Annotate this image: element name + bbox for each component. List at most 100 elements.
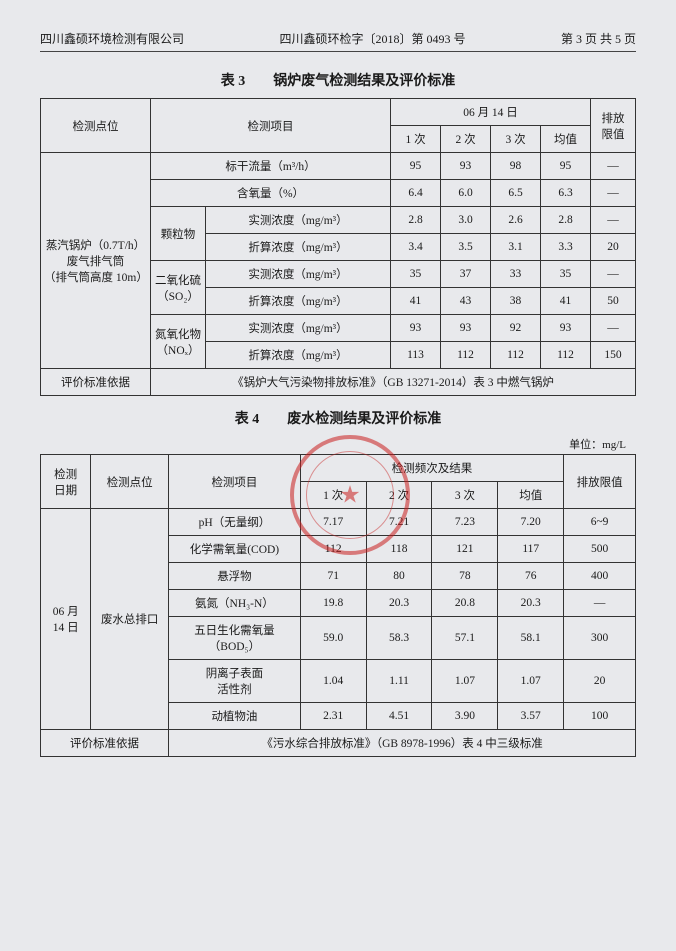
cell: 300	[564, 617, 636, 660]
table4-unit: 单位：mg/L	[40, 436, 626, 452]
col-t1: 1 次	[300, 482, 366, 509]
cell: 50	[591, 288, 636, 315]
cell: 100	[564, 703, 636, 730]
t3-basis-label: 评价标准依据	[41, 369, 151, 396]
cell: 2.6	[491, 207, 541, 234]
cell: 1.04	[300, 660, 366, 703]
cell: 6~9	[564, 509, 636, 536]
cell: 19.8	[300, 590, 366, 617]
cell: 118	[366, 536, 432, 563]
cell: 117	[498, 536, 564, 563]
cell: 76	[498, 563, 564, 590]
cell: 7.23	[432, 509, 498, 536]
cell: 41	[541, 288, 591, 315]
cell: 20	[564, 660, 636, 703]
cell: 4.51	[366, 703, 432, 730]
cell: 78	[432, 563, 498, 590]
cell: 43	[441, 288, 491, 315]
col-t3: 3 次	[491, 126, 541, 153]
col-item: 检测项目	[169, 455, 301, 509]
col-t2: 2 次	[441, 126, 491, 153]
cell: 41	[391, 288, 441, 315]
cell: 93	[391, 315, 441, 342]
cell: 35	[391, 261, 441, 288]
cell: 五日生化需氧量（BOD₅）	[169, 617, 301, 660]
cell: 20.3	[498, 590, 564, 617]
cell: 35	[541, 261, 591, 288]
col-item: 检测项目	[151, 99, 391, 153]
cell: 化学需氧量(COD)	[169, 536, 301, 563]
table4-title: 表 4 废水检测结果及评价标准	[40, 408, 636, 428]
cell: 6.4	[391, 180, 441, 207]
cell: 折算浓度（mg/m³）	[206, 234, 391, 261]
cell: —	[591, 207, 636, 234]
cell: 2.31	[300, 703, 366, 730]
cell: —	[591, 315, 636, 342]
cell: 氮氧化物（NOₓ）	[151, 315, 206, 369]
cell: 动植物油	[169, 703, 301, 730]
cell: 20	[591, 234, 636, 261]
cell: 57.1	[432, 617, 498, 660]
cell: 58.3	[366, 617, 432, 660]
cell: 氨氮（NH₃-N）	[169, 590, 301, 617]
cell: 6.3	[541, 180, 591, 207]
t4-basis-label: 评价标准依据	[41, 730, 169, 757]
table3: 检测点位 检测项目 06 月 14 日 排放限值 1 次 2 次 3 次 均值 …	[40, 98, 636, 396]
col-freq: 检测频次及结果	[300, 455, 563, 482]
t3-point: 蒸汽锅炉（0.7T/h）废气排气筒（排气筒高度 10m）	[41, 153, 151, 369]
cell: 2.8	[541, 207, 591, 234]
cell: 121	[432, 536, 498, 563]
cell: 二氧化硫（SO₂）	[151, 261, 206, 315]
cell: 80	[366, 563, 432, 590]
cell: 6.5	[491, 180, 541, 207]
cell: 37	[441, 261, 491, 288]
cell: 3.4	[391, 234, 441, 261]
cell: 颗粒物	[151, 207, 206, 261]
col-avg: 均值	[498, 482, 564, 509]
cell: 38	[491, 288, 541, 315]
col-limit: 排放限值	[591, 99, 636, 153]
cell: 20.3	[366, 590, 432, 617]
cell: 1.07	[432, 660, 498, 703]
cell: 实测浓度（mg/m³）	[206, 261, 391, 288]
col-date: 06 月 14 日	[391, 99, 591, 126]
t4-point: 废水总排口	[91, 509, 169, 730]
t4-date: 06 月14 日	[41, 509, 91, 730]
cell: 500	[564, 536, 636, 563]
col-date: 检测日期	[41, 455, 91, 509]
cell: 112	[541, 342, 591, 369]
cell: 112	[441, 342, 491, 369]
cell: 93	[441, 153, 491, 180]
cell: 112	[491, 342, 541, 369]
table3-title: 表 3 锅炉废气检测结果及评价标准	[40, 70, 636, 90]
cell: 400	[564, 563, 636, 590]
cell: 标干流量（m³/h）	[151, 153, 391, 180]
cell: 3.3	[541, 234, 591, 261]
cell: 92	[491, 315, 541, 342]
page-header: 四川鑫硕环境检测有限公司 四川鑫硕环检字〔2018〕第 0493 号 第 3 页…	[40, 30, 636, 52]
cell: 113	[391, 342, 441, 369]
col-point: 检测点位	[41, 99, 151, 153]
cell: pH（无量纲）	[169, 509, 301, 536]
cell: 95	[541, 153, 591, 180]
cell: 95	[391, 153, 441, 180]
cell: 折算浓度（mg/m³）	[206, 288, 391, 315]
cell: 150	[591, 342, 636, 369]
cell: 3.90	[432, 703, 498, 730]
col-limit: 排放限值	[564, 455, 636, 509]
cell: 实测浓度（mg/m³）	[206, 207, 391, 234]
cell: 实测浓度（mg/m³）	[206, 315, 391, 342]
cell: 112	[300, 536, 366, 563]
cell: 3.0	[441, 207, 491, 234]
cell: 93	[541, 315, 591, 342]
cell: 1.07	[498, 660, 564, 703]
cell: 7.21	[366, 509, 432, 536]
col-t3: 3 次	[432, 482, 498, 509]
cell: 3.1	[491, 234, 541, 261]
cell: 7.20	[498, 509, 564, 536]
col-t1: 1 次	[391, 126, 441, 153]
cell: —	[591, 180, 636, 207]
cell: —	[591, 153, 636, 180]
cell: 3.57	[498, 703, 564, 730]
cell: —	[591, 261, 636, 288]
